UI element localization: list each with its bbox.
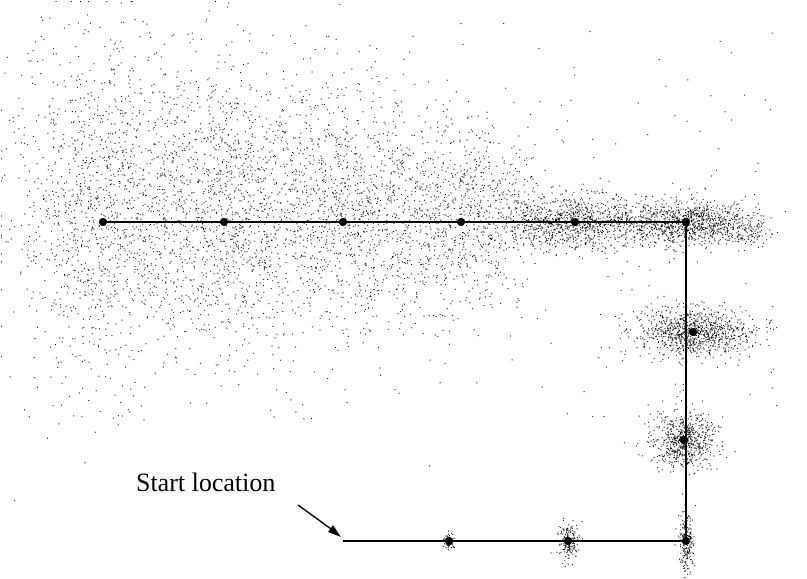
path-node-n10	[220, 218, 228, 226]
start-arrow-head	[328, 525, 341, 537]
trajectory-path	[103, 221, 687, 542]
start-location-label: Start location	[136, 468, 276, 497]
path-node-n3	[682, 537, 690, 545]
path-node-n2	[564, 537, 572, 545]
scatter-dots	[1, 1, 787, 578]
path-node-n5	[689, 328, 697, 336]
scatter-point-clouds	[1, 1, 787, 578]
path-node-n11	[99, 218, 107, 226]
path-node-n9	[339, 218, 347, 226]
path-node-n7	[571, 218, 579, 226]
path-node-n6	[682, 218, 690, 226]
start-arrow	[297, 504, 341, 537]
path-node-n4	[680, 436, 688, 444]
path-node-n1	[445, 537, 453, 545]
trajectory-line	[103, 221, 687, 542]
trajectory-nodes	[99, 218, 697, 545]
path-node-n8	[457, 218, 465, 226]
